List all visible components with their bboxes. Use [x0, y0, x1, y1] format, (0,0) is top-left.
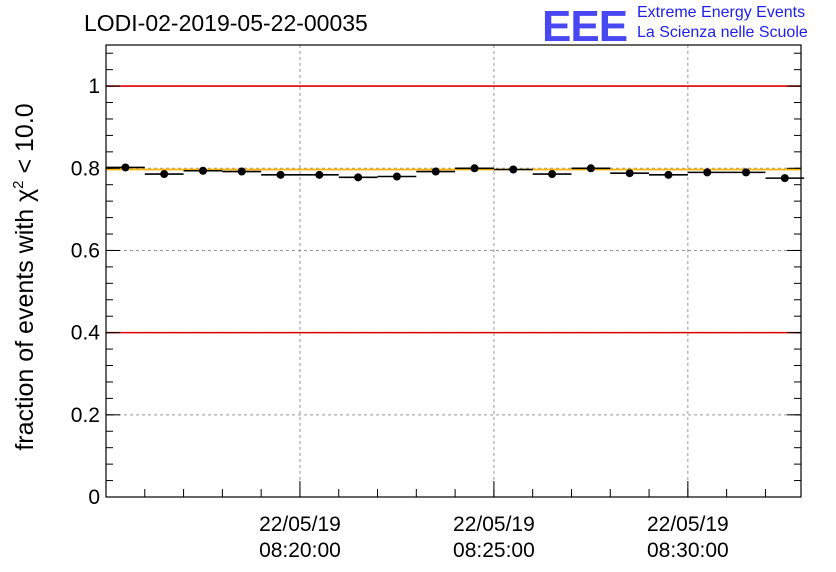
plot-frame: [105, 44, 802, 498]
data-point: [392, 172, 401, 181]
data-point: [780, 174, 789, 183]
x-tick-label-time: 08:25:00: [453, 539, 535, 562]
y-tick-label: 0.8: [71, 157, 100, 180]
data-point: [237, 167, 246, 176]
y-tick-label: 1: [88, 75, 100, 98]
y-tick-label: 0.6: [71, 239, 100, 262]
data-point: [198, 166, 207, 175]
data-point: [160, 170, 169, 179]
y-tick-label: 0.4: [71, 322, 101, 345]
x-tick-label-date: 22/05/19: [453, 513, 535, 536]
logo-caption-line1: Extreme Energy Events: [637, 4, 806, 21]
data-point: [276, 170, 285, 179]
data-point: [509, 165, 518, 174]
data-point: [470, 164, 479, 173]
eee-logo: EEE: [542, 2, 628, 51]
data-point: [315, 170, 324, 179]
logo-caption-line2: La Scienza nelle Scuole: [637, 24, 808, 41]
data-point: [548, 170, 557, 179]
data-point: [703, 168, 712, 177]
x-tick-label-time: 08:30:00: [647, 539, 729, 562]
data-point: [742, 168, 751, 177]
data-point: [586, 164, 595, 173]
data-point: [625, 169, 634, 178]
y-axis-label: fraction of events with χ2 < 10.0: [10, 103, 39, 450]
data-point: [431, 167, 440, 176]
x-tick-label-date: 22/05/19: [647, 513, 729, 536]
data-point: [354, 173, 363, 182]
data-point: [664, 170, 673, 179]
run-title: LODI-02-2019-05-22-00035: [84, 10, 368, 36]
x-tick-label-time: 08:20:00: [259, 539, 341, 562]
data-point: [121, 163, 130, 172]
x-tick-label-date: 22/05/19: [259, 513, 341, 536]
y-tick-label: 0.2: [71, 404, 100, 427]
y-tick-label: 0: [88, 486, 100, 509]
